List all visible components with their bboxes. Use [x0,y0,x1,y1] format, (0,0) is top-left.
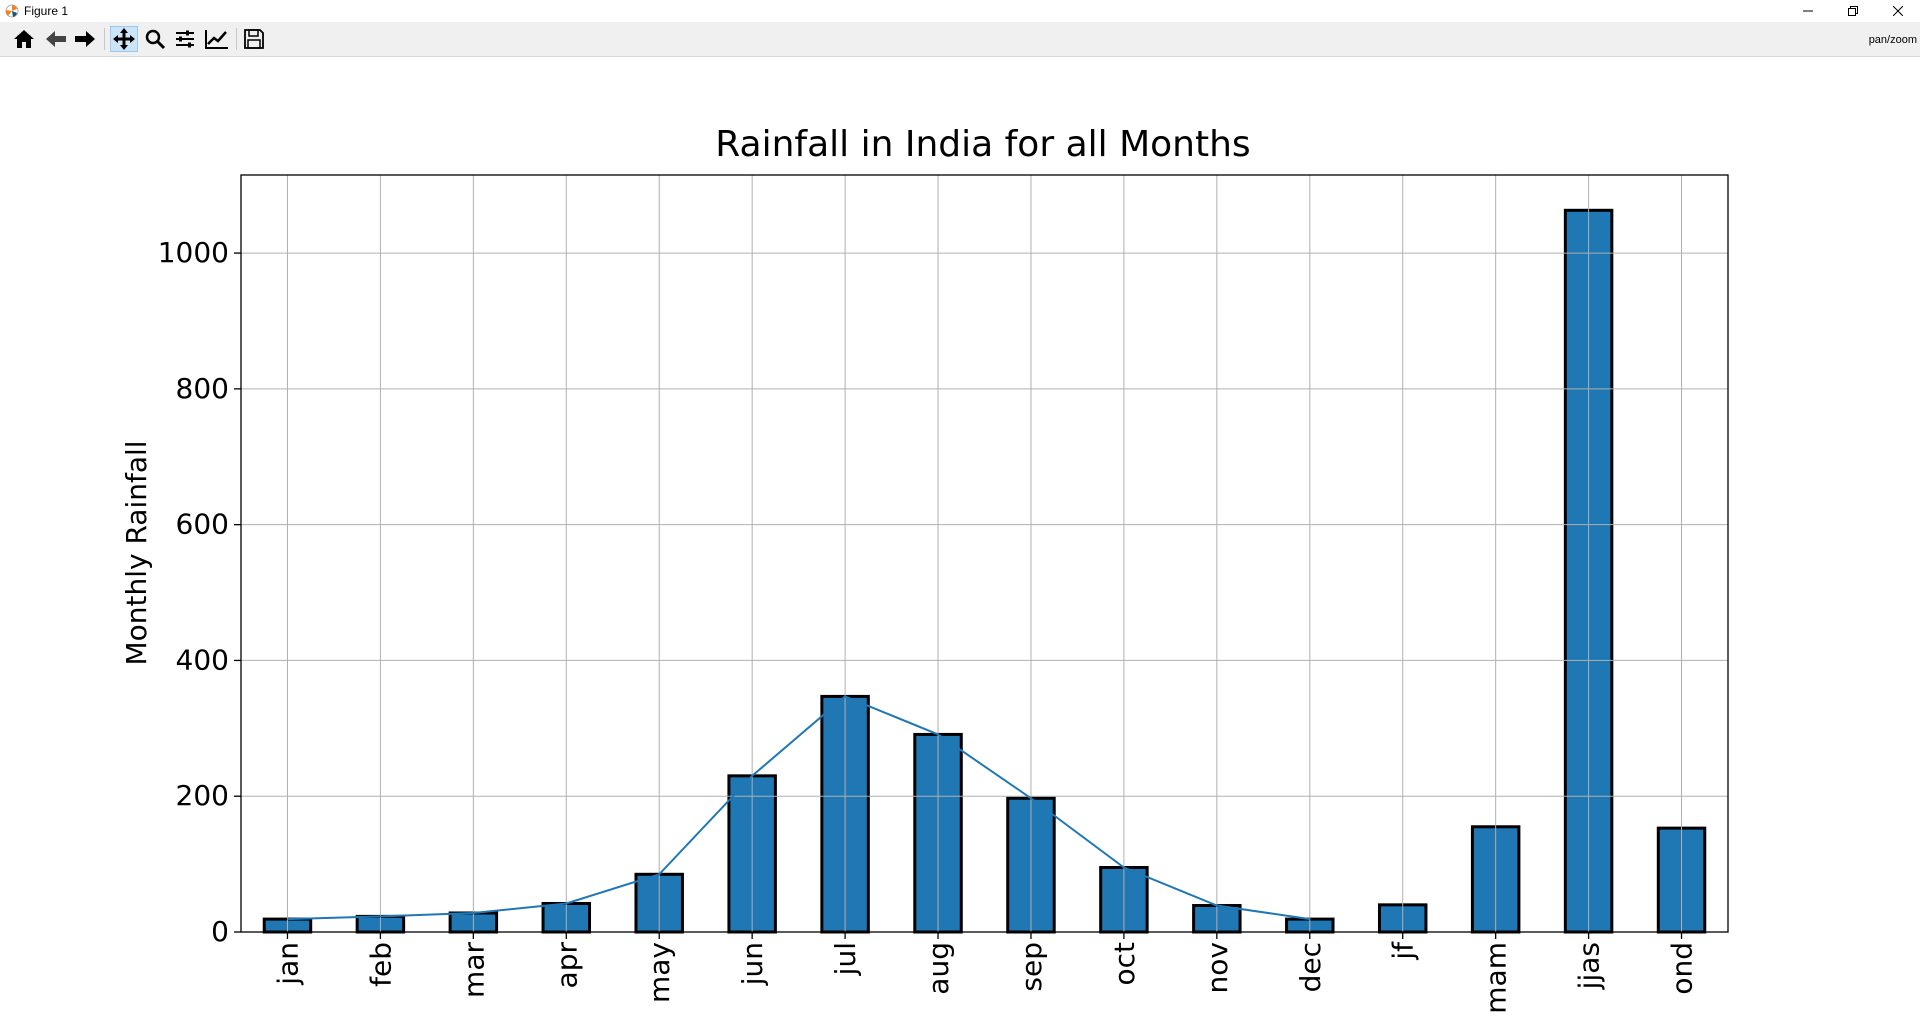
x-axis-ticks: jan feb mar apr may jun jul aug sep oct nov dec jf ma… [271,932,1699,1014]
save-floppy-icon [244,29,264,49]
minimize-button[interactable] [1785,0,1830,22]
minimize-icon [1802,10,1813,12]
x-tick-label-jf: jf [1387,941,1420,961]
chart-grid [241,175,1728,933]
window-controls [1785,0,1920,22]
y-tick-label: 400 [176,643,229,676]
x-tick-label-aug: aug [922,942,955,995]
chart-title: Rainfall in India for all Months [715,124,1250,165]
restore-button[interactable] [1830,0,1875,22]
home-icon [14,30,34,48]
restore-icon [1847,6,1858,16]
y-tick-label: 1000 [158,236,229,269]
save-button[interactable] [240,26,268,52]
y-axis-label: Monthly Rainfall [120,440,153,665]
navigation-toolbar: pan/zoom [0,22,1920,57]
x-tick-label-may: may [643,942,676,1003]
x-tick-label-jun: jun [736,942,769,986]
x-tick-label-dec: dec [1294,942,1327,992]
edit-axis-curve-icon [205,30,228,49]
forward-arrow-icon [75,31,95,47]
chart-canvas: Rainfall in India for all Months Monthly… [120,124,1729,1014]
x-tick-label-nov: nov [1201,942,1234,993]
matplotlib-logo-icon [5,4,19,18]
toolbar-mode-label: pan/zoom [1868,34,1917,46]
y-tick-label: 600 [176,508,229,541]
window-titlebar: Figure 1 [0,0,1920,22]
y-tick-label: 800 [176,372,229,405]
x-tick-label-jjas: jjas [1573,942,1606,990]
x-tick-label-jul: jul [829,942,862,976]
chart-bars [262,208,1707,934]
y-tick-label: 200 [176,779,229,812]
x-tick-label-sep: sep [1015,942,1048,992]
close-button[interactable] [1875,0,1920,22]
edit-axis-button[interactable] [203,26,231,52]
pan-button[interactable] [110,26,138,52]
x-tick-label-ond: ond [1666,942,1699,995]
monthly-trend-line [287,695,1310,921]
toolbar-separator [236,28,237,50]
back-arrow-icon [46,31,66,47]
x-tick-label-mam: mam [1480,942,1513,1014]
y-tick-label: 0 [211,915,229,948]
x-tick-label-apr: apr [550,942,583,989]
chart-axes-frame [240,174,1729,933]
x-tick-label-jan: jan [271,942,304,986]
close-icon [1892,6,1903,16]
x-tick-label-feb: feb [364,942,397,987]
home-button[interactable] [10,26,38,52]
toolbar-separator [104,28,105,50]
back-button[interactable] [42,26,70,52]
zoom-magnifier-icon [145,29,166,50]
window-title: Figure 1 [24,4,69,18]
x-tick-label-oct: oct [1108,942,1141,986]
zoom-button[interactable] [141,26,169,52]
x-tick-label-mar: mar [457,942,490,998]
configure-subplots-button[interactable] [171,26,199,52]
configure-subplots-icon [176,30,194,48]
y-axis-ticks: 0 200 400 600 800 1000 [158,236,241,948]
forward-button[interactable] [71,26,99,52]
pan-move-icon [113,28,135,50]
